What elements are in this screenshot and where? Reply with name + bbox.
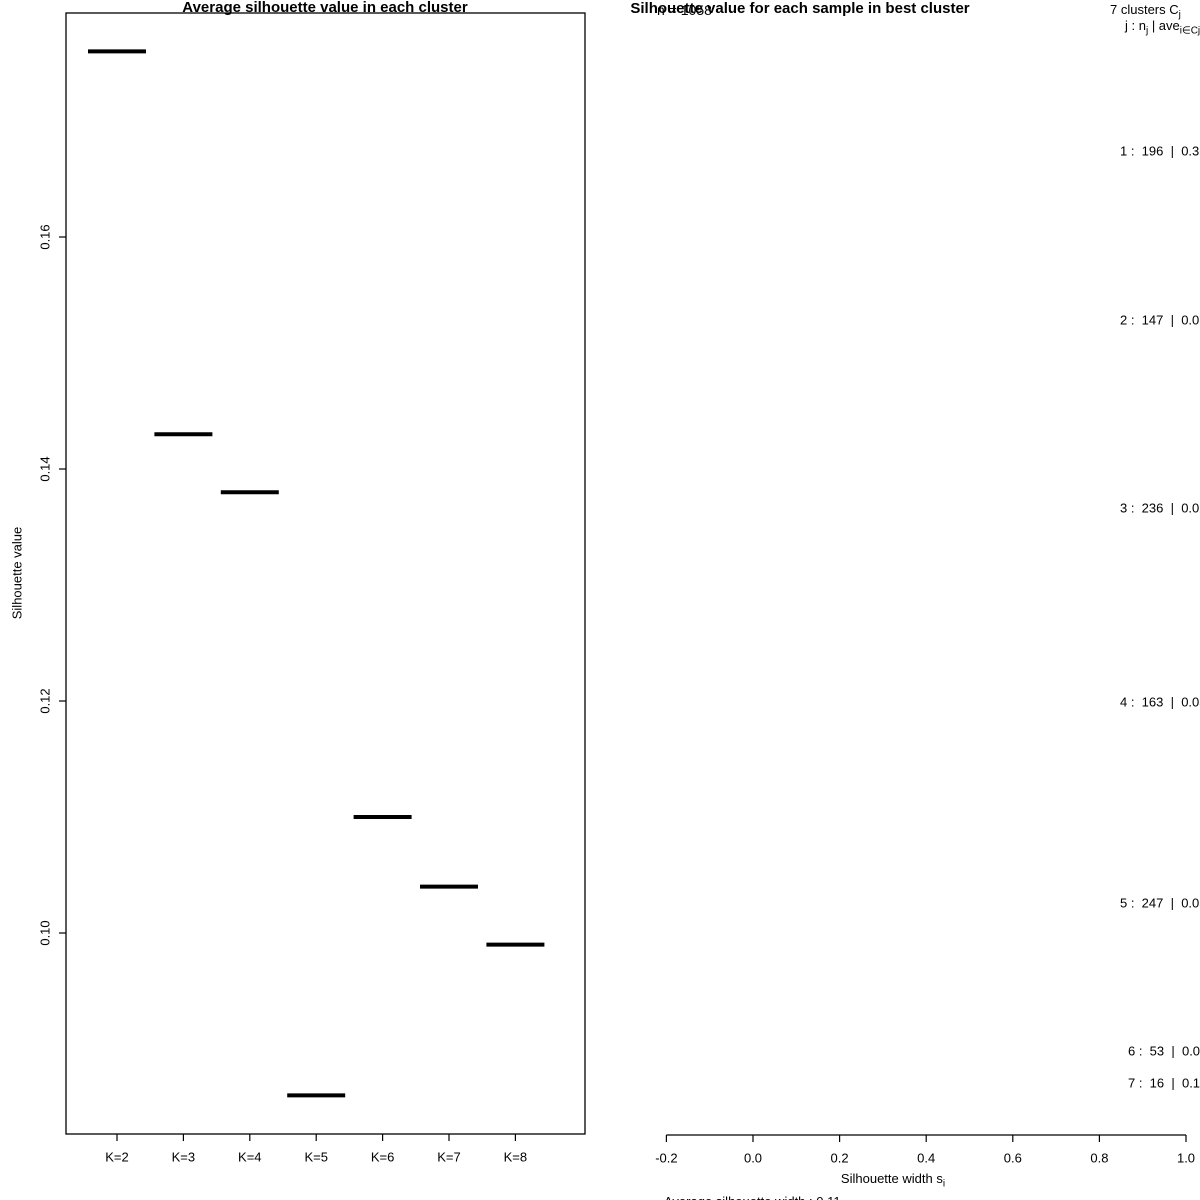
y-tick-label: 0.10 <box>37 920 53 946</box>
cluster-row-label: 2 : 147 | 0.07 <box>1120 312 1200 328</box>
x-axis-title: Silhouette width si <box>840 1171 945 1189</box>
average-width-footer: Average silhouette width : 0.11 <box>664 1194 841 1200</box>
cluster-count-subscript: j <box>1178 9 1181 21</box>
sample-count-label: n = 1058 <box>657 2 712 18</box>
formula-sub: i∈Cj <box>1179 25 1200 37</box>
x-tick-label: K=4 <box>238 1149 262 1165</box>
x-tick-label: K=3 <box>171 1149 196 1165</box>
x-tick-label: K=7 <box>437 1149 461 1165</box>
silhouette-x-tick-label: 0.6 <box>1003 1150 1022 1166</box>
cluster-count-text: 7 clusters C <box>1110 2 1179 17</box>
left-panel-title: Average silhouette value in each cluster <box>182 0 468 16</box>
x-tick-label: K=6 <box>370 1149 395 1165</box>
x-axis-title-text: Silhouette width s <box>840 1171 943 1186</box>
y-axis-title: Silhouette value <box>9 526 25 620</box>
y-tick-label: 0.16 <box>37 224 53 250</box>
plot-box <box>65 12 586 1135</box>
x-tick-label: K=2 <box>105 1149 129 1165</box>
formula-sub: j <box>1145 25 1149 37</box>
x-axis-title-subscript: i <box>942 1178 946 1190</box>
silhouette-x-tick-label: 0.2 <box>830 1150 849 1166</box>
cluster-row-label: 7 : 16 | 0.11 <box>1128 1075 1200 1091</box>
right-panel-title: Silhouette value for each sample in best… <box>630 0 970 17</box>
silhouette-x-tick-label: 0.0 <box>743 1150 763 1166</box>
formula-part: | ave <box>1148 18 1180 33</box>
cluster-row-label: 3 : 236 | 0.02 <box>1120 500 1200 516</box>
silhouette-x-tick-label: 1.0 <box>1176 1150 1196 1166</box>
cluster-row-label: 5 : 247 | 0.05 <box>1120 895 1200 911</box>
formula-part: j : n <box>1125 18 1146 33</box>
cluster-row-label: 4 : 163 | 0.03 <box>1120 694 1200 710</box>
silhouette-x-tick-label: -0.2 <box>655 1150 678 1166</box>
cluster-row-label: 1 : 196 | 0.36 <box>1120 143 1200 159</box>
silhouette-x-tick-label: 0.4 <box>917 1150 936 1166</box>
silhouette-x-tick-label: 0.8 <box>1090 1150 1109 1166</box>
x-tick-label: K=5 <box>304 1149 328 1165</box>
x-tick-label: K=8 <box>503 1149 528 1165</box>
cluster-count-header: 7 clusters Cj <box>1110 2 1181 20</box>
y-tick-label: 0.12 <box>37 688 53 714</box>
y-tick-label: 0.14 <box>37 456 53 482</box>
cluster-row-label: 6 : 53 | 0.08 <box>1128 1043 1200 1059</box>
cluster-legend-formula: j : nj | avei∈Cj si <box>1125 18 1200 36</box>
